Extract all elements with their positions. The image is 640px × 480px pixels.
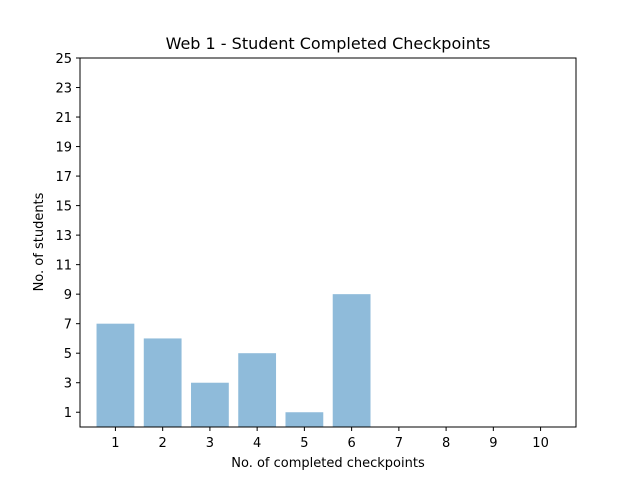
y-tick-label: 21 (55, 111, 72, 126)
y-tick-label: 7 (64, 318, 72, 333)
x-tick-label: 1 (111, 436, 119, 451)
x-tick-label: 4 (253, 436, 261, 451)
bar-series (96, 294, 371, 427)
y-tick-label: 13 (55, 229, 72, 244)
y-tick-label: 17 (55, 170, 72, 185)
bar-6 (332, 294, 371, 427)
x-tick-label: 9 (489, 436, 497, 451)
y-tick-label: 1 (64, 406, 72, 421)
y-tick-label: 23 (55, 82, 72, 97)
x-axis-label: No. of completed checkpoints (231, 456, 425, 471)
x-axis-ticks: 1 2 3 4 5 6 7 8 9 10 (111, 427, 549, 451)
x-tick-label: 8 (442, 436, 450, 451)
y-tick-label: 3 (64, 377, 72, 392)
bar-2 (143, 338, 182, 427)
bar-1 (96, 323, 135, 427)
y-tick-label: 11 (55, 259, 72, 274)
y-tick-label: 15 (55, 200, 72, 215)
y-axis-label: No. of students (32, 192, 47, 291)
x-tick-label: 2 (159, 436, 167, 451)
x-tick-label: 3 (206, 436, 214, 451)
bar-4 (238, 353, 277, 427)
bar-3 (191, 382, 229, 427)
x-tick-label: 5 (300, 436, 308, 451)
plot-frame (79, 57, 577, 428)
y-tick-label: 5 (64, 347, 72, 362)
y-tick-label: 19 (55, 141, 72, 156)
x-tick-label: 10 (532, 436, 549, 451)
bar-5 (285, 412, 324, 427)
x-tick-label: 7 (395, 436, 403, 451)
x-tick-label: 6 (347, 436, 355, 451)
chart-title: Web 1 - Student Completed Checkpoints (166, 34, 491, 53)
y-tick-label: 9 (64, 288, 72, 303)
y-tick-label: 25 (55, 52, 72, 67)
